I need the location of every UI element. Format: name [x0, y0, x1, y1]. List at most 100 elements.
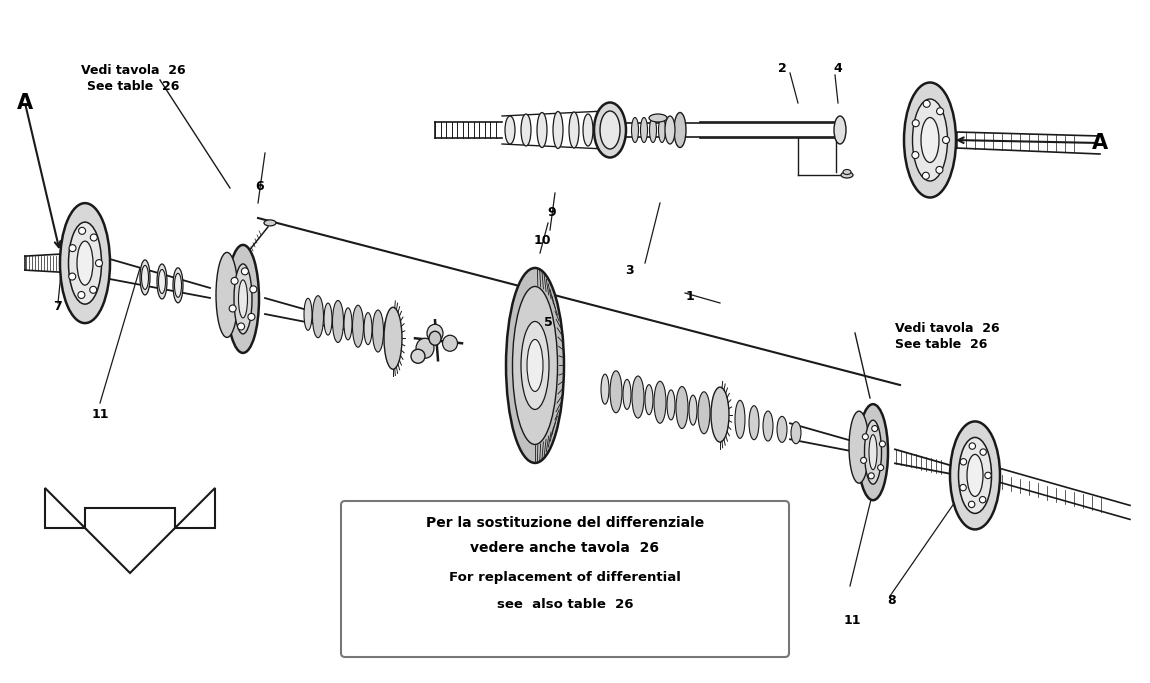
Circle shape — [936, 108, 943, 115]
Ellipse shape — [843, 169, 851, 174]
Circle shape — [250, 285, 256, 293]
Circle shape — [960, 458, 967, 465]
Ellipse shape — [950, 421, 1000, 529]
Ellipse shape — [443, 335, 458, 351]
Ellipse shape — [711, 387, 729, 442]
Ellipse shape — [416, 338, 434, 359]
Ellipse shape — [172, 268, 183, 303]
Text: 11: 11 — [91, 408, 109, 421]
Ellipse shape — [654, 381, 666, 423]
Text: 4: 4 — [834, 61, 842, 74]
FancyBboxPatch shape — [342, 501, 789, 657]
Circle shape — [922, 172, 929, 179]
Text: A: A — [1092, 133, 1109, 153]
Ellipse shape — [521, 322, 549, 410]
Text: Vedi tavola  26: Vedi tavola 26 — [895, 322, 999, 335]
Text: 10: 10 — [534, 234, 551, 247]
Ellipse shape — [610, 371, 622, 413]
Ellipse shape — [623, 379, 631, 409]
Circle shape — [868, 473, 874, 479]
Ellipse shape — [667, 390, 675, 420]
Ellipse shape — [858, 404, 888, 500]
Ellipse shape — [140, 260, 150, 295]
Ellipse shape — [521, 114, 531, 146]
Ellipse shape — [429, 331, 440, 346]
Text: See table  26: See table 26 — [86, 81, 179, 94]
Text: vedere anche tavola  26: vedere anche tavola 26 — [470, 541, 659, 555]
Ellipse shape — [527, 339, 543, 391]
Circle shape — [936, 167, 943, 173]
Ellipse shape — [665, 116, 675, 144]
Circle shape — [923, 100, 930, 107]
Text: 2: 2 — [777, 61, 787, 74]
Ellipse shape — [921, 117, 940, 163]
Ellipse shape — [313, 296, 323, 337]
Ellipse shape — [849, 411, 869, 483]
Text: 5: 5 — [544, 316, 552, 329]
Circle shape — [90, 286, 97, 293]
Ellipse shape — [233, 264, 252, 334]
Circle shape — [95, 260, 102, 266]
Ellipse shape — [158, 264, 167, 299]
Ellipse shape — [735, 400, 745, 438]
Ellipse shape — [749, 406, 759, 440]
Circle shape — [960, 484, 966, 491]
Ellipse shape — [958, 437, 991, 514]
Circle shape — [877, 464, 883, 471]
Ellipse shape — [365, 313, 371, 345]
Ellipse shape — [869, 434, 877, 470]
Polygon shape — [45, 488, 215, 573]
Ellipse shape — [537, 113, 547, 148]
Circle shape — [968, 501, 975, 507]
Ellipse shape — [411, 349, 425, 363]
Ellipse shape — [77, 241, 93, 285]
Ellipse shape — [674, 113, 687, 148]
Ellipse shape — [553, 111, 564, 148]
Ellipse shape — [645, 385, 653, 415]
Ellipse shape — [159, 270, 166, 294]
Ellipse shape — [238, 280, 247, 318]
Circle shape — [860, 458, 867, 463]
Circle shape — [862, 434, 868, 440]
Circle shape — [912, 120, 919, 127]
Text: 6: 6 — [255, 180, 264, 193]
Ellipse shape — [264, 220, 276, 226]
Text: 7: 7 — [54, 300, 62, 313]
Ellipse shape — [69, 222, 101, 304]
Ellipse shape — [506, 268, 564, 463]
Ellipse shape — [373, 310, 383, 352]
Circle shape — [229, 305, 236, 312]
Ellipse shape — [227, 245, 259, 353]
Ellipse shape — [631, 117, 638, 143]
Ellipse shape — [175, 273, 182, 297]
Circle shape — [69, 273, 76, 280]
Text: 3: 3 — [626, 264, 635, 277]
Ellipse shape — [632, 376, 644, 418]
Circle shape — [91, 234, 98, 241]
Ellipse shape — [513, 286, 558, 445]
Text: See table  26: See table 26 — [895, 339, 988, 352]
Circle shape — [78, 292, 85, 298]
Ellipse shape — [967, 454, 983, 497]
Ellipse shape — [649, 114, 667, 122]
Ellipse shape — [304, 298, 312, 331]
Ellipse shape — [791, 421, 802, 444]
Ellipse shape — [505, 116, 515, 144]
Ellipse shape — [834, 116, 846, 144]
Ellipse shape — [865, 420, 882, 484]
Text: 8: 8 — [888, 594, 896, 607]
Text: 11: 11 — [843, 613, 860, 626]
Circle shape — [872, 426, 877, 432]
Circle shape — [231, 277, 238, 284]
Text: Vedi tavola  26: Vedi tavola 26 — [81, 64, 185, 76]
Ellipse shape — [641, 117, 647, 143]
Ellipse shape — [216, 253, 238, 337]
Circle shape — [248, 313, 255, 320]
Ellipse shape — [698, 392, 710, 434]
Text: Per la sostituzione del differenziale: Per la sostituzione del differenziale — [426, 516, 704, 530]
Ellipse shape — [600, 111, 620, 149]
Circle shape — [78, 227, 85, 234]
Ellipse shape — [583, 114, 593, 146]
Ellipse shape — [427, 324, 443, 342]
Ellipse shape — [324, 303, 332, 335]
